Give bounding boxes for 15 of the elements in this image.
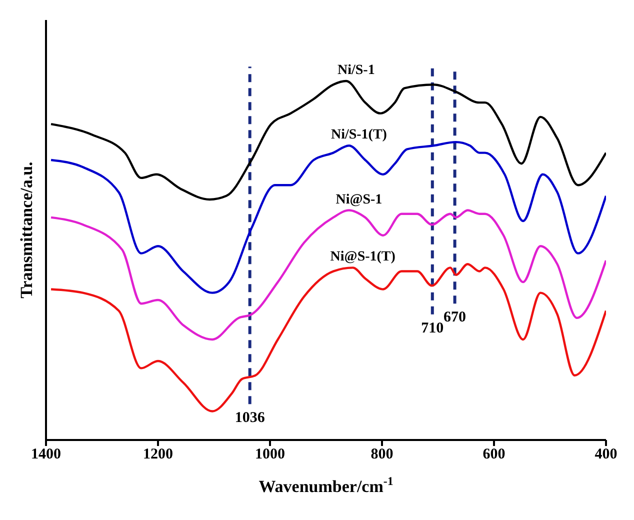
ref-line-label: 670 [444,310,466,326]
series-label: Ni/S-1 [337,63,375,78]
ref-line-label: 710 [421,320,444,336]
x-tick-label: 400 [594,446,618,463]
x-tick-label: 1400 [31,446,61,463]
y-axis-title: Transmittance/a.u. [17,162,36,298]
x-tick-label: 800 [370,446,394,463]
x-tick-label: 1200 [143,446,173,463]
x-tick-label: 600 [482,446,506,463]
series-label: Ni@S-1 [336,192,382,208]
series-label: Ni@S-1(T) [330,250,396,265]
ref-line-label: 1036 [234,410,266,426]
series-label: Ni/S-1(T) [330,128,388,143]
x-tick-label: 1000 [255,446,285,463]
x-axis-title: Wavenumber/cm$^{-1}$ [258,474,394,496]
